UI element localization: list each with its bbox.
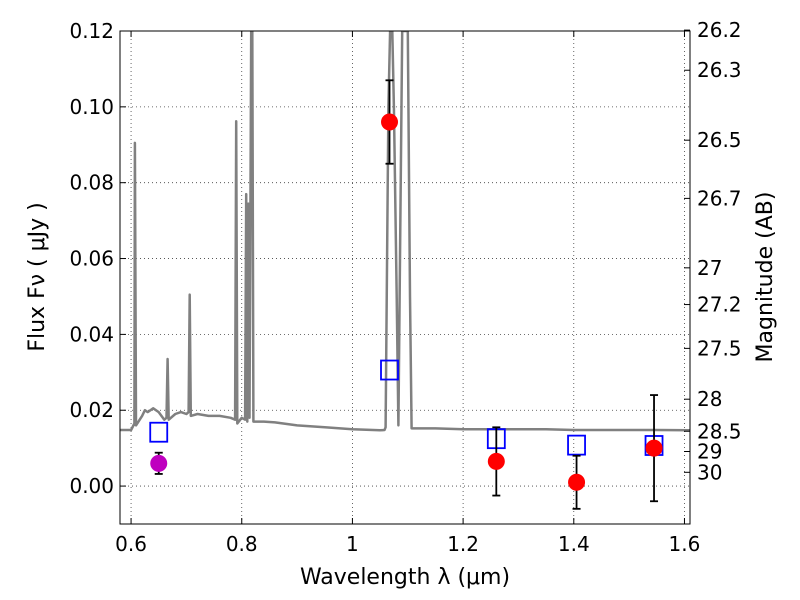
x-tick-label: 0.8 [226,532,258,556]
plot-clipped-group [120,31,690,510]
right-tick-label: 28.5 [697,419,742,443]
observed-flux-point [381,113,399,131]
right-tick-label: 26.5 [697,128,742,152]
y-axis-label-right: Magnitude (AB) [753,192,778,363]
plot-frame [119,30,691,525]
y-tick-label: 0.10 [69,95,114,119]
y-tick-label: 0.08 [69,171,114,195]
x-tick-label: 1 [346,532,359,556]
right-tick-label: 27.5 [697,336,742,360]
model-spectrum-line [120,31,690,432]
x-tick-label: 1.4 [558,532,590,556]
model-flux-square [149,421,169,443]
x-axis-label: Wavelength λ (μm) [300,565,510,590]
x-tick-label: 1.2 [447,532,479,556]
plot-area [120,31,690,510]
grid-lines [120,30,690,524]
observed-flux-point [568,473,586,491]
right-tick-label: 27 [697,256,722,280]
observed-flux-point [645,439,663,457]
axes-ticks: 0.6 0.8 1 1.2 1.4 1.6 0.00 0.02 0.04 0.06 0.08 0.10… [69,18,741,556]
y-tick-label: 0.06 [69,247,114,271]
right-tick-label: 28 [697,387,722,411]
model-flux-square [380,359,399,381]
y-tick-label: 0.00 [69,474,114,498]
right-tick-label: 27.2 [697,293,742,317]
observed-flux-point [150,454,168,472]
x-tick-label: 0.6 [115,532,147,556]
observed-flux-point [487,452,505,470]
y-tick-label: 0.02 [69,398,114,422]
y-tick-label: 0.12 [69,19,114,43]
right-tick-label: 26.7 [697,186,742,210]
x-tick-label: 1.6 [669,532,701,556]
y-tick-label: 0.04 [69,322,114,346]
right-tick-label: 26.3 [697,58,742,82]
y-axis-label: Flux Fν ( μJy ) [25,202,50,351]
right-tick-label: 26.2 [697,18,742,42]
right-tick-label: 30 [697,460,722,484]
model-flux-square [567,434,586,456]
right-tick-label: 29 [697,439,722,463]
